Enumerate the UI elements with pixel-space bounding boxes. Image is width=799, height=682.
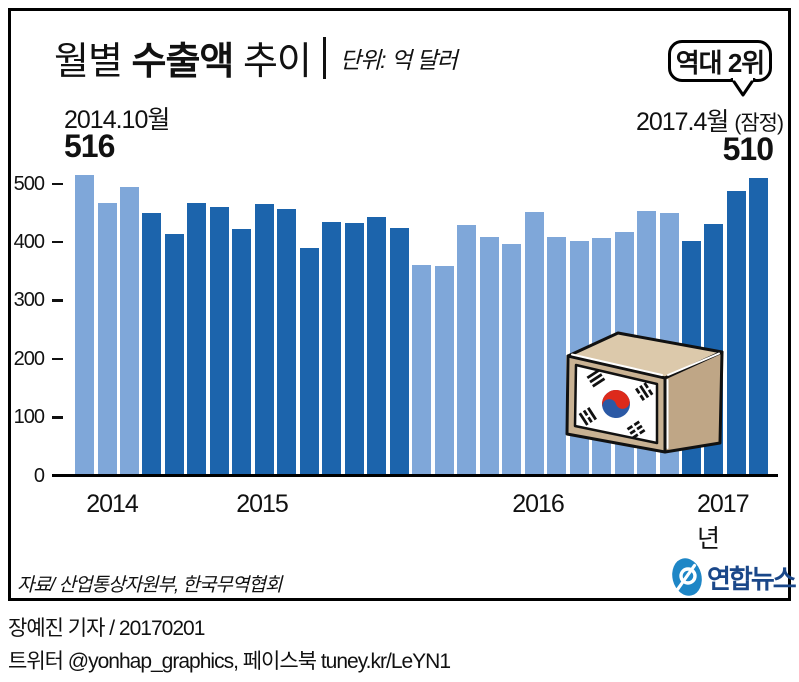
annotation-left-value: 516 bbox=[64, 128, 115, 164]
bar-2015.11 bbox=[367, 217, 387, 476]
bar-2015.1 bbox=[142, 212, 162, 476]
bar-2016.7 bbox=[547, 237, 567, 476]
rank-badge: 역대 2위 bbox=[668, 40, 772, 82]
bar-2016.5 bbox=[502, 244, 522, 476]
korea-flag-box-illustration bbox=[565, 331, 724, 454]
annotation-right-date: 2017.4월 (잠정) bbox=[635, 102, 784, 138]
bar-2016.3 bbox=[457, 224, 477, 476]
bar-2017.4 bbox=[749, 178, 769, 476]
x-axis-baseline bbox=[52, 474, 778, 477]
bar-2015.8 bbox=[299, 247, 319, 476]
bar-2014.10 bbox=[75, 174, 94, 476]
bar-2015.4 bbox=[209, 206, 229, 476]
bar-2017.3 bbox=[726, 191, 746, 476]
bar-2015.2 bbox=[164, 233, 184, 476]
bar-2014.11 bbox=[97, 203, 117, 476]
plot-area bbox=[75, 174, 775, 476]
byline-reporter: 장예진 기자 / 20170201 bbox=[8, 617, 205, 640]
bar-2015.5 bbox=[232, 229, 252, 476]
unit-label: 단위: 억 달러 bbox=[339, 46, 458, 73]
yonhap-logo-icon bbox=[672, 558, 702, 596]
bar-2015.12 bbox=[389, 228, 409, 476]
bar-2015.10 bbox=[344, 222, 364, 476]
title-post: 추이 bbox=[242, 41, 312, 83]
yonhap-logo-text: 연합뉴스 bbox=[707, 563, 797, 594]
bar-2015.3 bbox=[187, 203, 207, 476]
source-credit: 자료/ 산업통상자원부, 한국무역협회 bbox=[17, 575, 282, 596]
annotation-right-date-text: 2017.4월 bbox=[635, 108, 729, 136]
badge-tail-icon bbox=[730, 78, 756, 97]
taegukgi-flag bbox=[578, 369, 654, 439]
header: 월별 수출액 추이 단위: 억 달러 bbox=[54, 30, 458, 85]
byline-social: 트위터 @yonhap_graphics, 페이스북 tuney.kr/LeYN… bbox=[8, 650, 451, 673]
bar-2015.9 bbox=[322, 222, 342, 476]
title-em: 수출액 bbox=[131, 41, 234, 83]
bar-2016.4 bbox=[479, 236, 499, 476]
page-title: 월별 수출액 추이 bbox=[54, 30, 312, 85]
title-divider bbox=[322, 36, 326, 79]
annotation-right-value: 510 bbox=[722, 131, 774, 167]
annotation-right-note: (잠정) bbox=[734, 112, 784, 135]
yonhap-logo: 연합뉴스 bbox=[670, 556, 797, 598]
annotation-left-date: 2014.10월 bbox=[64, 106, 170, 134]
bar-2014.12 bbox=[120, 186, 139, 476]
title-pre: 월별 bbox=[54, 41, 123, 83]
bar-2016.1 bbox=[412, 264, 432, 476]
bar-2015.6 bbox=[254, 203, 274, 476]
bar-2016.6 bbox=[524, 212, 544, 476]
bar-2016.2 bbox=[434, 266, 454, 476]
bar-2015.7 bbox=[277, 209, 297, 476]
